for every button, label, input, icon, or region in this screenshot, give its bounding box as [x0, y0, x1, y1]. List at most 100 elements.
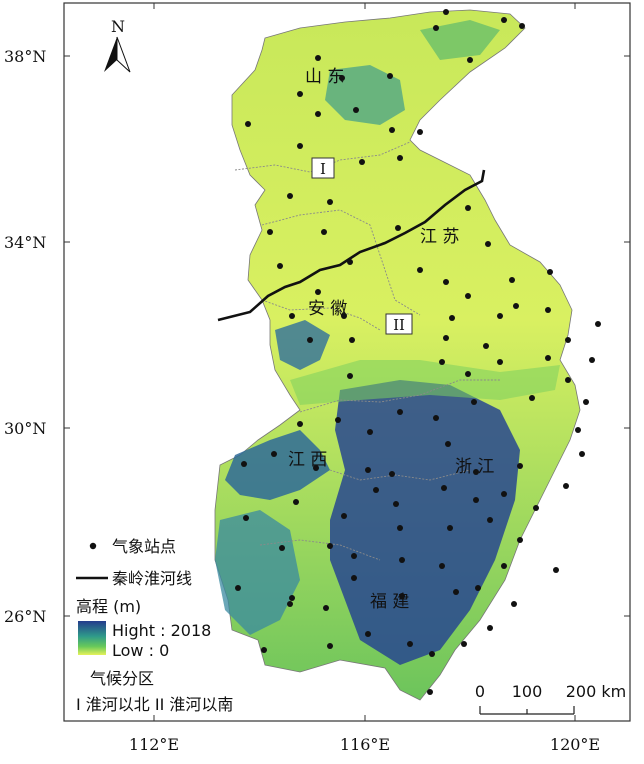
scale-bar: 0 100 200 km	[475, 682, 626, 715]
highland-shandong	[325, 65, 405, 125]
province-label-shandong: 山 东	[305, 67, 344, 87]
station-point	[453, 589, 459, 595]
station-point	[397, 155, 403, 161]
station-point	[473, 469, 479, 475]
qinling-huaihe-line	[217, 169, 486, 322]
station-point	[267, 229, 273, 235]
station-point	[307, 337, 313, 343]
station-point	[433, 25, 439, 31]
station-point	[327, 543, 333, 549]
station-point	[351, 575, 357, 581]
station-point	[235, 585, 241, 591]
legend-climate-items: I 淮河以北 II 淮河以南	[76, 695, 233, 714]
station-point	[545, 307, 551, 313]
legend-stations-label: 气象站点	[112, 537, 176, 556]
zone1-box	[311, 157, 335, 179]
station-point	[547, 269, 553, 275]
station-point	[417, 129, 423, 135]
station-point	[359, 159, 365, 165]
station-point	[365, 467, 371, 473]
station-point	[461, 641, 467, 647]
scale-tick-100: 100	[512, 682, 543, 701]
station-point	[241, 461, 247, 467]
station-point	[323, 605, 329, 611]
station-point	[315, 55, 321, 61]
station-point	[389, 471, 395, 477]
station-point	[313, 465, 319, 471]
station-point	[277, 263, 283, 269]
station-point	[467, 57, 473, 63]
station-point	[327, 643, 333, 649]
station-point	[393, 501, 399, 507]
station-point	[367, 429, 373, 435]
station-point	[443, 279, 449, 285]
station-point	[579, 451, 585, 457]
highland-southwest	[215, 510, 300, 635]
zone2-label: II	[393, 316, 405, 334]
station-point	[583, 399, 589, 405]
station-point	[315, 289, 321, 295]
legend-elevation-ramp	[78, 621, 106, 655]
station-point	[497, 313, 503, 319]
station-point	[321, 229, 327, 235]
station-point	[389, 127, 395, 133]
station-point	[563, 483, 569, 489]
legend-station-symbol	[89, 542, 97, 550]
province-label-zhejiang: 浙 江	[455, 457, 494, 477]
station-point	[471, 399, 477, 405]
lowland-green-band	[290, 360, 560, 405]
station-point	[487, 517, 493, 523]
station-point	[293, 499, 299, 505]
station-point	[443, 335, 449, 341]
station-point	[595, 321, 601, 327]
station-point	[501, 563, 507, 569]
station-point	[501, 17, 507, 23]
province-label-jiangxi: 江 西	[288, 450, 327, 470]
station-point	[427, 689, 433, 695]
station-point	[439, 563, 445, 569]
station-point	[443, 9, 449, 15]
station-point	[501, 491, 507, 497]
station-point	[261, 647, 267, 653]
lat-tick-26: 26°N	[4, 607, 46, 626]
station-point	[545, 355, 551, 361]
station-point	[351, 553, 357, 559]
station-point	[533, 505, 539, 511]
station-point	[347, 259, 353, 265]
station-point	[465, 371, 471, 377]
station-point	[475, 585, 481, 591]
station-point	[465, 293, 471, 299]
station-point	[483, 343, 489, 349]
station-point	[347, 373, 353, 379]
legend-elevation-high: Hight : 2018	[112, 621, 211, 640]
lat-tick-30: 30°N	[4, 419, 46, 438]
station-point	[353, 107, 359, 113]
station-point	[513, 303, 519, 309]
zone1-label: I	[320, 160, 326, 178]
station-point	[445, 441, 451, 447]
legend-elevation-low: Low : 0	[112, 641, 169, 660]
scale-tick-200: 200 km	[566, 682, 626, 701]
station-point	[243, 515, 249, 521]
north-arrow-icon: N	[104, 17, 131, 73]
station-point	[397, 409, 403, 415]
station-point	[439, 359, 445, 365]
lat-tick-34: 34°N	[4, 233, 46, 252]
station-point	[465, 205, 471, 211]
highland-northwest-jiangxi	[225, 430, 330, 500]
station-point	[287, 193, 293, 199]
station-point	[399, 557, 405, 563]
station-point	[335, 417, 341, 423]
station-point	[509, 277, 515, 283]
station-point	[429, 651, 435, 657]
legend: 气象站点 秦岭淮河线 高程 (m) Hight : 2018 Low : 0 气…	[76, 537, 233, 714]
station-point	[485, 241, 491, 247]
station-point	[447, 525, 453, 531]
station-point	[565, 337, 571, 343]
province-label-fujian: 福 建	[370, 592, 409, 612]
highland-jiaodong	[420, 20, 500, 60]
station-point	[589, 357, 595, 363]
station-point	[339, 75, 345, 81]
station-point	[297, 143, 303, 149]
